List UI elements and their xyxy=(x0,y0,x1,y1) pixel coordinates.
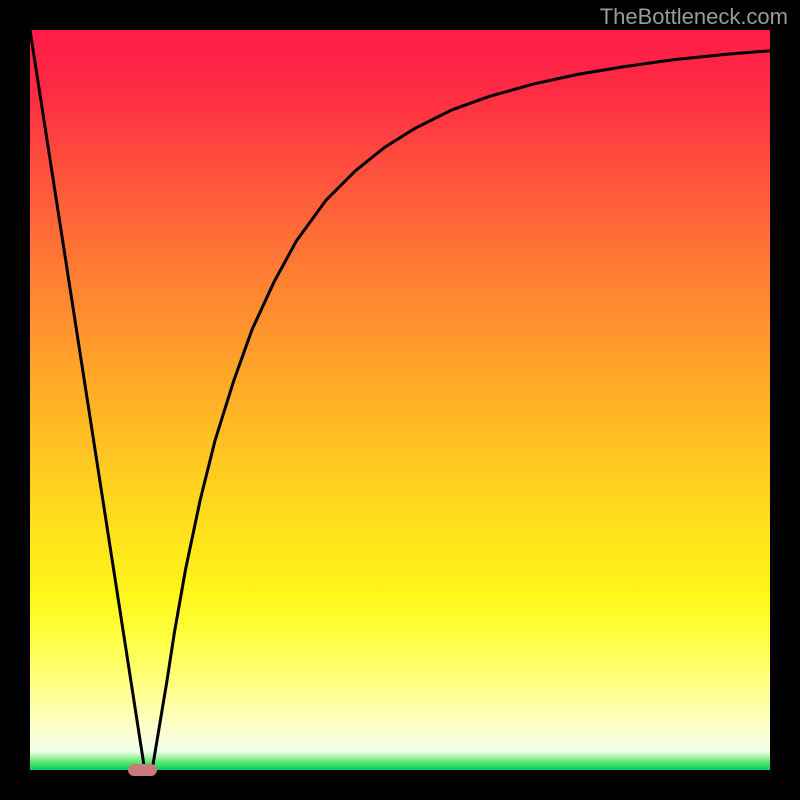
bottom-marker xyxy=(128,764,158,776)
chart-svg xyxy=(30,30,770,770)
chart-container: TheBottleneck.com xyxy=(0,0,800,800)
plot-area xyxy=(30,30,770,770)
gradient-background xyxy=(30,30,770,770)
bottleneck-curve xyxy=(30,30,770,770)
watermark-text: TheBottleneck.com xyxy=(600,4,788,30)
